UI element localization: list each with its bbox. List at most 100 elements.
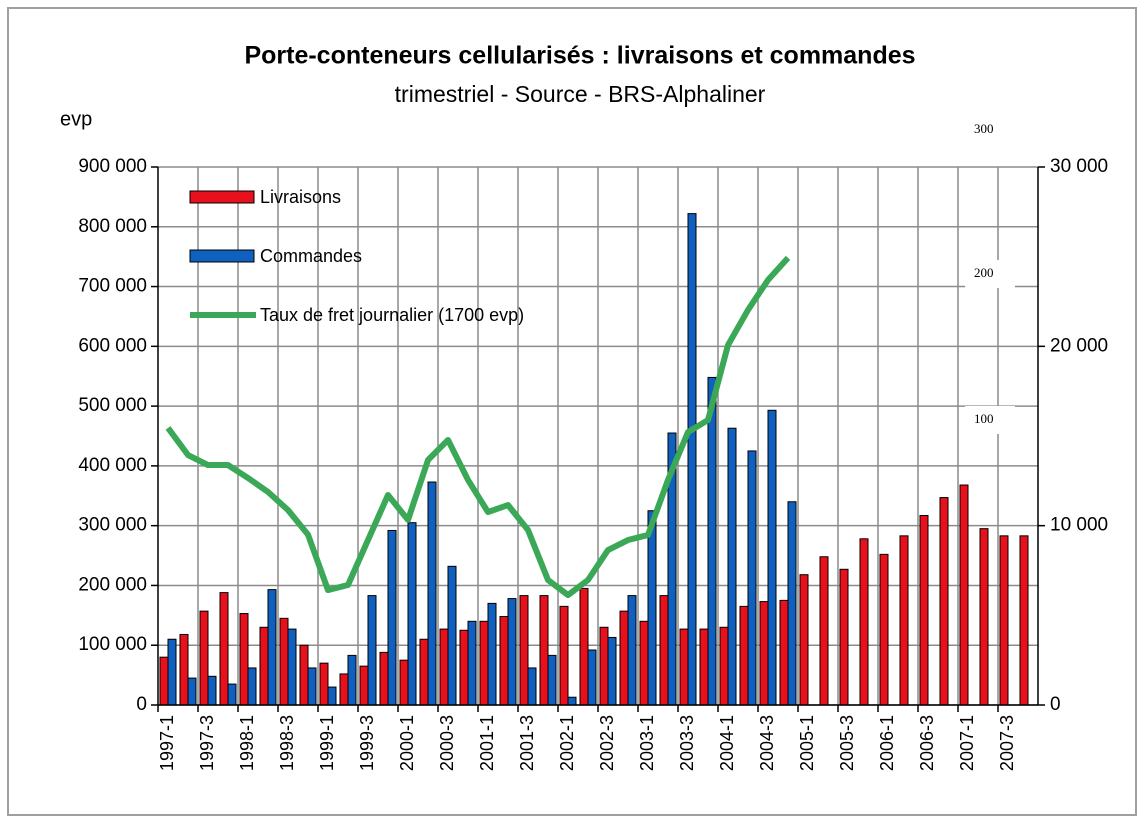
x-tick-label: 2000-1 <box>397 715 417 771</box>
y-tick-label: 700 000 <box>78 276 147 297</box>
bar <box>259 626 269 706</box>
x-tick-label: 2006-1 <box>877 715 897 771</box>
bar <box>559 605 569 706</box>
bar <box>159 656 169 706</box>
bar <box>179 633 189 706</box>
bar <box>727 427 737 706</box>
annotation-bg <box>965 260 1015 288</box>
bar <box>747 450 757 706</box>
bar <box>879 553 889 706</box>
bar <box>387 529 397 706</box>
bar <box>339 673 349 706</box>
x-tick-label: 2001-3 <box>517 715 537 771</box>
x-tick-label: 1999-3 <box>357 715 377 771</box>
annotation-bg <box>965 116 1015 144</box>
y2-tick-label: 30 000 <box>1050 156 1108 177</box>
bar <box>167 638 177 706</box>
bar <box>779 599 789 706</box>
bar <box>439 628 449 706</box>
bar <box>239 613 249 706</box>
legend-label: Livraisons <box>260 187 342 207</box>
bar <box>479 620 489 706</box>
bar <box>299 644 309 706</box>
bar <box>519 595 529 706</box>
x-tick-label: 2005-3 <box>837 715 857 771</box>
annotation: 100 <box>974 411 994 426</box>
bar <box>919 515 929 706</box>
bar <box>819 556 829 706</box>
bar <box>599 626 609 706</box>
bar <box>207 675 217 706</box>
y-axis-label: evp <box>60 108 92 130</box>
bar <box>607 636 617 706</box>
x-tick-label: 2003-3 <box>677 715 697 771</box>
bar <box>859 538 869 706</box>
x-tick-label: 2002-3 <box>597 715 617 771</box>
bar <box>219 592 229 706</box>
x-tick-label: 2001-1 <box>477 715 497 771</box>
bar <box>399 659 409 706</box>
x-tick-label: 2003-1 <box>637 715 657 771</box>
bar <box>199 610 209 706</box>
bar <box>707 376 717 706</box>
bar <box>799 574 809 706</box>
annotation: 200 <box>974 265 994 280</box>
chart-subtitle: trimestriel - Source - BRS-Alphaliner <box>395 81 766 107</box>
annotation-bg <box>965 406 1015 434</box>
bar <box>699 628 709 706</box>
bar <box>979 528 989 706</box>
bar <box>327 686 337 706</box>
x-tick-label: 2004-3 <box>757 715 777 771</box>
bar <box>659 595 669 706</box>
bar <box>767 409 777 706</box>
y-tick-label: 600 000 <box>78 335 147 356</box>
legend-label: Commandes <box>260 246 363 266</box>
y-tick-label: 800 000 <box>78 216 147 237</box>
y-tick-label: 0 <box>136 694 147 715</box>
x-tick-label: 2007-3 <box>997 715 1017 771</box>
bar <box>227 683 237 706</box>
bar <box>547 654 557 706</box>
bar <box>839 568 849 706</box>
bar <box>507 598 517 706</box>
bar <box>639 620 649 706</box>
legend-entry: Taux de fret journalier (1700 evp) <box>260 305 525 325</box>
x-tick-label: 2007-1 <box>957 715 977 771</box>
y-tick-label: 300 000 <box>78 515 147 536</box>
bar <box>319 662 329 706</box>
bar <box>687 213 697 706</box>
x-tick-label: 2000-3 <box>437 715 457 771</box>
bar <box>647 510 657 706</box>
legend-entry: Commandes <box>260 246 363 266</box>
x-tick-label: 1999-1 <box>317 715 337 771</box>
bar <box>567 696 577 706</box>
bar <box>467 620 477 706</box>
bar <box>739 605 749 706</box>
x-tick-label: 2005-1 <box>797 715 817 771</box>
bar <box>719 626 729 706</box>
legend-swatch <box>189 190 255 204</box>
bar <box>407 522 417 706</box>
bar <box>1019 535 1029 706</box>
annotation: 300 <box>974 121 994 136</box>
x-tick-label: 2004-1 <box>717 715 737 771</box>
y-tick-label: 900 000 <box>78 156 147 177</box>
y-tick-label: 200 000 <box>78 574 147 595</box>
bar <box>527 667 537 706</box>
bar <box>619 610 629 706</box>
bar <box>959 484 969 706</box>
bar <box>419 638 429 706</box>
bar <box>627 595 637 706</box>
y-tick-label: 100 000 <box>78 634 147 655</box>
bar <box>187 677 197 706</box>
y-tick-label: 500 000 <box>78 395 147 416</box>
bar <box>307 667 317 706</box>
bar <box>759 601 769 706</box>
bar <box>359 665 369 706</box>
legend-label: Taux de fret journalier (1700 evp) <box>260 305 525 325</box>
x-tick-label: 2002-1 <box>557 715 577 771</box>
legend-swatch <box>189 249 255 263</box>
bar <box>787 501 797 706</box>
bar <box>587 649 597 706</box>
